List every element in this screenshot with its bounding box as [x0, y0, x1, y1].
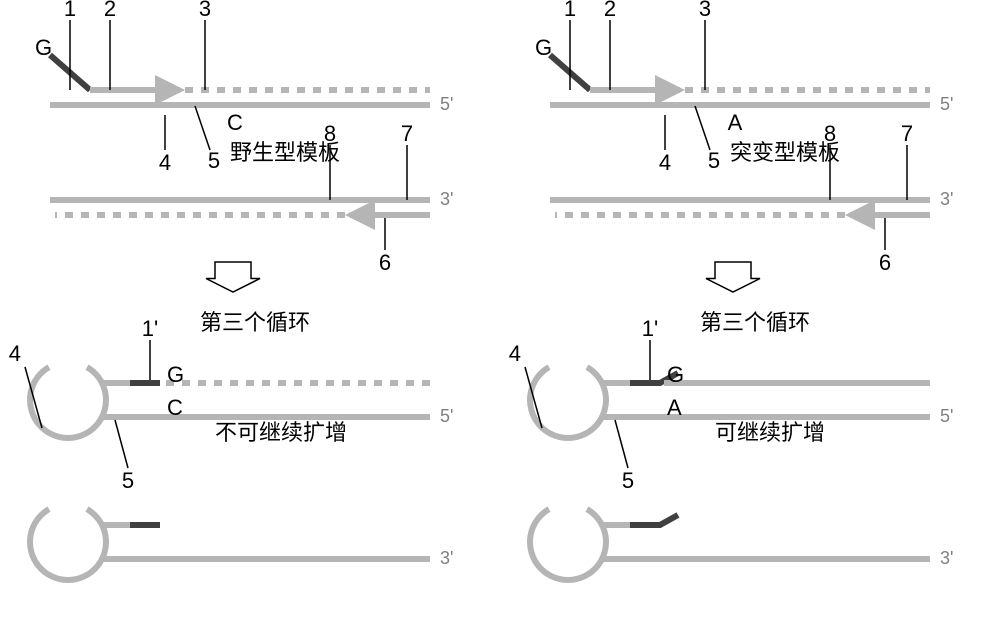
svg-text:5': 5'	[940, 406, 953, 426]
hairpin2-loop	[530, 509, 606, 580]
svg-text:8: 8	[324, 121, 336, 146]
hairpin2-loop	[30, 509, 106, 580]
svg-text:5: 5	[208, 148, 220, 173]
svg-text:4: 4	[9, 341, 21, 366]
svg-text:7: 7	[401, 121, 413, 146]
label-5prime-upper: 5'	[940, 94, 953, 114]
hairpin-allele-letter: C	[167, 395, 183, 420]
svg-text:5: 5	[122, 468, 134, 493]
svg-text:4: 4	[659, 150, 671, 175]
primer-g-label: G	[35, 35, 52, 60]
svg-text:6: 6	[879, 250, 891, 275]
tick-label: 1	[564, 0, 576, 21]
svg-text:4: 4	[509, 341, 521, 366]
svg-text:4: 4	[159, 150, 171, 175]
down-arrow-icon	[706, 262, 760, 292]
svg-text:3': 3'	[940, 548, 953, 568]
label-3prime-lower: 3'	[440, 189, 453, 209]
svg-text:G: G	[667, 362, 684, 387]
tick-label: 3	[199, 0, 211, 21]
allele-letter: A	[728, 110, 743, 135]
tick-mark	[695, 106, 710, 150]
tick-label: 3	[699, 0, 711, 21]
primer-g-label: G	[535, 35, 552, 60]
svg-text:6: 6	[379, 250, 391, 275]
cycle-label: 第三个循环	[700, 310, 810, 335]
cycle-label: 第三个循环	[200, 310, 310, 335]
tick-label: 2	[104, 0, 116, 21]
hairpin-allele-letter: A	[667, 395, 682, 420]
label-5prime-upper: 5'	[440, 94, 453, 114]
svg-text:G: G	[167, 362, 184, 387]
svg-text:1': 1'	[142, 316, 158, 341]
tick-label: 2	[604, 0, 616, 21]
allele-letter: C	[227, 110, 243, 135]
result-label: 不可继续扩增	[215, 420, 347, 445]
label-3prime-lower: 3'	[940, 189, 953, 209]
svg-text:5': 5'	[440, 406, 453, 426]
svg-text:5: 5	[708, 148, 720, 173]
tick-mark	[195, 106, 210, 150]
svg-text:1': 1'	[642, 316, 658, 341]
down-arrow-icon	[206, 262, 260, 292]
svg-text:5: 5	[622, 468, 634, 493]
svg-text:3': 3'	[440, 548, 453, 568]
svg-text:8: 8	[824, 121, 836, 146]
result-label: 可继续扩增	[715, 420, 825, 445]
tick-label: 1	[64, 0, 76, 21]
svg-text:7: 7	[901, 121, 913, 146]
